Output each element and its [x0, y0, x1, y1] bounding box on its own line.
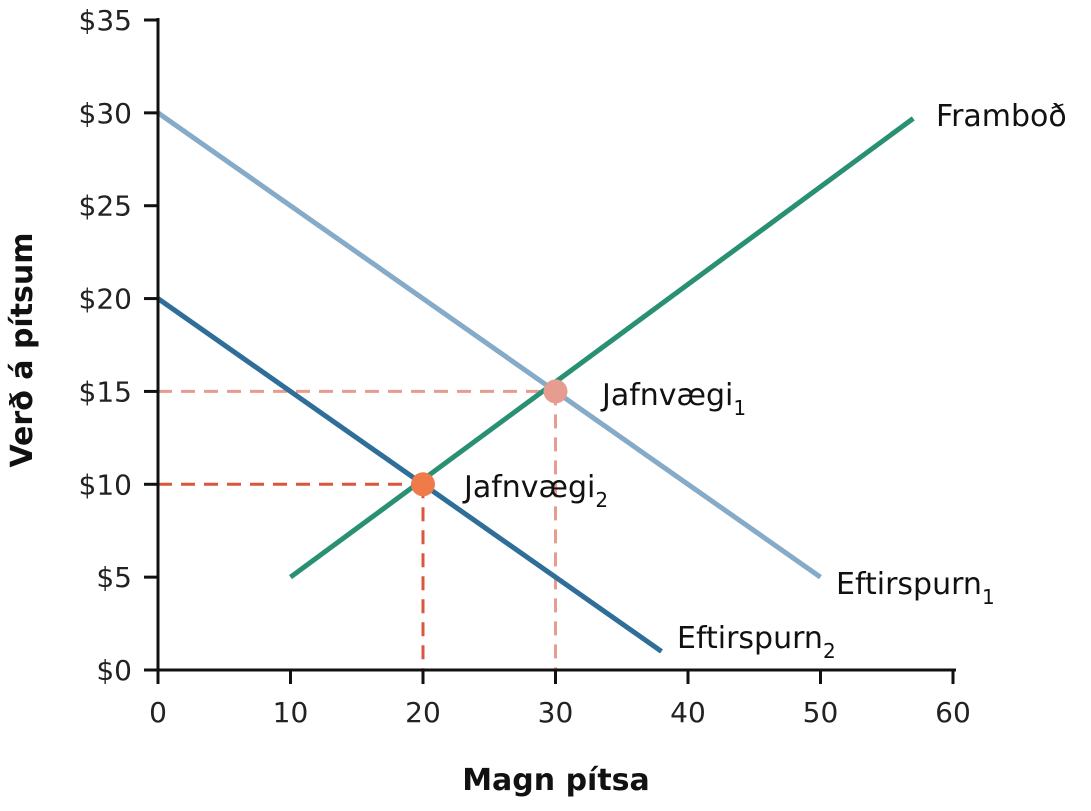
y-tick-label-25: $25: [79, 190, 132, 223]
y-axis-title: Verð á pítsum: [5, 232, 40, 467]
equilibrium-label-main: Jafnvægi: [462, 470, 595, 505]
x-axis-title: Magn pítsa: [462, 763, 650, 798]
y-tick-label-10: $10: [79, 468, 132, 501]
y-tick-label-0: $0: [96, 654, 132, 687]
series-labels: Framboð Eftirspurn1 Eftirspurn2 Jafnvægi…: [462, 99, 1067, 663]
series-line-2: [156, 110, 822, 580]
equilibrium-points: [411, 379, 568, 497]
y-tick-label-5: $5: [96, 561, 132, 594]
x-tick-label-40: 40: [670, 696, 706, 729]
series-label-eftirspurn-2: Eftirspurn2: [677, 621, 836, 663]
equilibrium-label-main: Jafnvægi: [600, 378, 733, 413]
series-label-main: Eftirspurn: [677, 621, 823, 656]
x-tick-label-20: 20: [405, 696, 441, 729]
series-label-subscript: 1: [982, 585, 995, 609]
series-label-main: Framboð: [936, 99, 1067, 134]
y-tick-label-35: $35: [79, 4, 132, 37]
x-tick-label-60: 60: [935, 696, 971, 729]
x-tick-label-10: 10: [273, 696, 309, 729]
y-tick-label-20: $20: [79, 283, 132, 316]
series-label-framboo: Framboð: [936, 99, 1067, 134]
series-line-1: [289, 116, 915, 580]
ticks: 0 10 20 30 40 50 60 $0 $5 $10 $15 $20 $25 $30 $35: [79, 4, 971, 729]
series-line-3: [156, 296, 663, 654]
y-tick-label-30: $30: [79, 97, 132, 130]
x-tick-label-30: 30: [538, 696, 574, 729]
equilibrium-point-2: [411, 472, 435, 497]
x-tick-label-0: 0: [149, 696, 167, 729]
equilibrium-label-1: Jafnvægi1: [600, 378, 746, 420]
equilibrium-label-subscript: 2: [595, 488, 608, 512]
series-label-eftirspurn-1: Eftirspurn1: [836, 567, 995, 609]
equilibrium-label-subscript: 1: [733, 396, 746, 420]
series-label-main: Eftirspurn: [836, 567, 982, 602]
y-tick-label-15: $15: [79, 375, 132, 408]
equilibrium-label-2: Jafnvægi2: [462, 470, 608, 512]
equilibrium-point-1: [543, 379, 568, 404]
equilibrium-guides: [158, 389, 557, 670]
series-lines: [156, 110, 915, 654]
series-label-subscript: 2: [823, 639, 836, 663]
x-tick-label-50: 50: [803, 696, 839, 729]
